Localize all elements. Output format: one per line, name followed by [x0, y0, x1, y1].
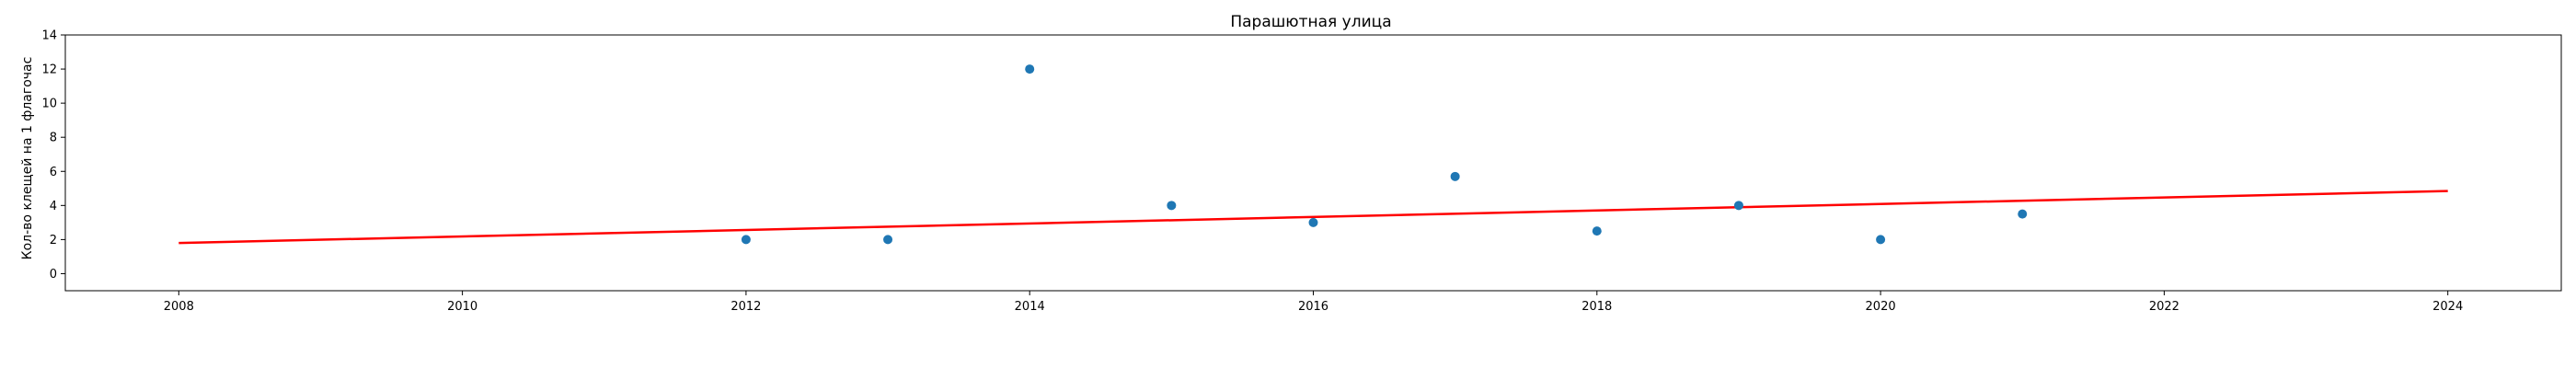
x-tick-label: 2018	[1581, 300, 1612, 314]
data-point	[1450, 171, 1460, 181]
trend-line	[178, 190, 2448, 245]
x-tick-label: 2024	[2432, 300, 2463, 314]
y-tick-label: 4	[50, 200, 57, 213]
y-tick-label: 12	[41, 63, 57, 77]
data-point	[2018, 209, 2028, 219]
x-tick-label: 2010	[447, 300, 477, 314]
y-tick-label: 0	[50, 268, 57, 282]
data-point	[1308, 217, 1318, 227]
data-point	[1167, 201, 1177, 211]
x-tick-label: 2022	[2149, 300, 2179, 314]
x-tick-label: 2012	[730, 300, 761, 314]
data-point	[1876, 235, 1886, 245]
data-points	[741, 64, 2028, 245]
data-point	[883, 235, 893, 245]
data-point	[1733, 201, 1743, 211]
x-tick-label: 2016	[1298, 300, 1328, 314]
y-tick-label: 2	[50, 234, 57, 247]
y-tick-label: 6	[50, 166, 57, 179]
axis-ticks: 2008 2010 2012 2014 2016 2018 2020 2022 2024 0 2 4 6…	[41, 29, 2463, 315]
data-point	[1025, 64, 1035, 75]
data-point	[1592, 226, 1602, 236]
x-tick-label: 2020	[1866, 300, 1896, 314]
trend-line-layer	[178, 190, 2448, 245]
chart-title: Парашютная улица	[1230, 13, 1391, 31]
x-tick-label: 2008	[164, 300, 194, 314]
y-tick-label: 8	[50, 132, 57, 145]
x-tick-label: 2014	[1015, 300, 1045, 314]
data-point	[741, 235, 751, 245]
y-tick-label: 10	[41, 98, 57, 111]
y-tick-label: 14	[41, 29, 57, 43]
y-axis-label: Кол-во клещей на 1 флагочас	[20, 57, 35, 260]
plot-frame	[64, 34, 2562, 292]
